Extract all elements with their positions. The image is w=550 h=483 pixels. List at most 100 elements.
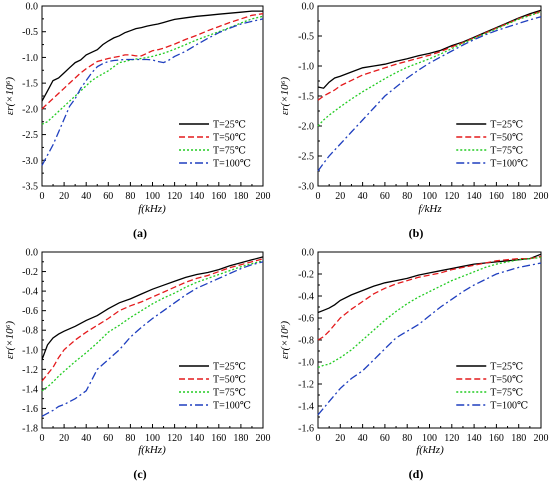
series-line-1 xyxy=(41,256,264,360)
x-tick-label: 200 xyxy=(534,433,549,444)
series-line-3 xyxy=(317,256,542,369)
x-tick-label: 80 xyxy=(402,433,412,444)
legend-label-1: T=25℃ xyxy=(213,362,246,373)
series-line-4 xyxy=(317,16,542,172)
y-tick-label: -1.8 xyxy=(22,424,38,435)
y-tick-label: -3.0 xyxy=(22,156,38,167)
x-tick-label: 120 xyxy=(167,433,182,444)
y-tick-label: -1.4 xyxy=(298,402,314,413)
x-tick-label: 160 xyxy=(211,191,226,202)
x-tick-label: 200 xyxy=(534,191,549,202)
chart-panel-c: 0 20 40 60 80 100 120 140 160 180 200 -1.8 -1.6 -1.4 -… xyxy=(4,248,271,482)
x-tick-label: 100 xyxy=(422,191,437,202)
y-tick-label: -1.5 xyxy=(298,92,314,103)
x-tick-label: 120 xyxy=(444,433,459,444)
series-line-4 xyxy=(41,261,264,417)
y-axis-label: εr(×10⁶) xyxy=(4,321,16,360)
x-tick-label: 120 xyxy=(444,191,459,202)
y-axis-label: εr(×10⁶) xyxy=(279,77,291,116)
y-tick-label: -3.5 xyxy=(22,182,38,193)
y-axis-label: εr(×10⁶) xyxy=(4,77,16,116)
legend-label-3: T=75℃ xyxy=(213,388,246,399)
legend-label-2: T=50℃ xyxy=(213,133,246,144)
y-tick-label: -1.2 xyxy=(22,365,38,376)
legend-label-2: T=50℃ xyxy=(490,133,523,144)
x-tick-label: 60 xyxy=(380,191,390,202)
y-tick-label: -3.0 xyxy=(298,182,314,193)
panel-caption: (c) xyxy=(133,467,146,481)
y-tick-label: -2.5 xyxy=(298,152,314,163)
x-tick-label: 180 xyxy=(233,191,248,202)
y-tick-label: -1.0 xyxy=(298,358,314,369)
x-tick-label: 60 xyxy=(103,433,113,444)
series-line-1 xyxy=(317,9,542,89)
x-axis-label: f(kHz) xyxy=(138,444,166,456)
y-tick-label: -1.2 xyxy=(298,380,314,391)
x-tick-label: 20 xyxy=(59,191,69,202)
y-tick-label: -1.0 xyxy=(22,345,38,356)
legend-label-4: T=100℃ xyxy=(490,159,528,170)
series-line-3 xyxy=(41,15,264,125)
x-tick-label: 40 xyxy=(358,191,368,202)
x-tick-label: 140 xyxy=(467,433,482,444)
x-tick-label: 100 xyxy=(422,433,437,444)
x-tick-label: 120 xyxy=(167,191,182,202)
y-axis-label: εr(×10⁶) xyxy=(279,321,291,360)
y-tick-label: -0.4 xyxy=(22,287,38,298)
legend-label-1: T=25℃ xyxy=(490,120,523,131)
series-line-2 xyxy=(317,255,542,341)
x-tick-label: 20 xyxy=(59,433,69,444)
legend-label-2: T=50℃ xyxy=(490,375,523,386)
x-axis-label: f/kHz xyxy=(418,203,442,215)
legend-label-3: T=75℃ xyxy=(213,146,246,157)
y-tick-label: -2.5 xyxy=(22,130,38,141)
x-tick-label: 200 xyxy=(256,433,271,444)
y-tick-label: -0.2 xyxy=(22,267,38,278)
y-tick-label: -1.5 xyxy=(22,79,38,90)
legend-label-3: T=75℃ xyxy=(490,388,523,399)
series-line-1 xyxy=(317,253,542,314)
legend-label-2: T=50℃ xyxy=(213,375,246,386)
legend-label-4: T=100℃ xyxy=(213,401,251,412)
x-tick-label: 160 xyxy=(211,433,226,444)
x-axis-label: f(kHz) xyxy=(416,444,444,456)
y-tick-label: -0.5 xyxy=(298,32,314,43)
x-tick-label: 0 xyxy=(316,433,321,444)
y-tick-label: 0.0 xyxy=(302,2,315,13)
legend-label-4: T=100℃ xyxy=(490,401,528,412)
y-tick-label: -1.6 xyxy=(298,424,314,435)
legend-label-4: T=100℃ xyxy=(213,159,251,170)
x-tick-label: 20 xyxy=(335,191,345,202)
x-tick-label: 0 xyxy=(316,191,321,202)
x-tick-label: 200 xyxy=(256,191,271,202)
x-tick-label: 160 xyxy=(489,191,504,202)
x-tick-label: 80 xyxy=(125,191,135,202)
x-tick-label: 0 xyxy=(40,433,45,444)
y-tick-label: -0.6 xyxy=(22,306,38,317)
y-tick-label: -0.5 xyxy=(22,27,38,38)
y-tick-label: 0.0 xyxy=(26,248,39,259)
x-tick-label: 100 xyxy=(145,433,160,444)
x-tick-label: 40 xyxy=(81,433,91,444)
x-tick-label: 40 xyxy=(358,433,368,444)
x-tick-label: 80 xyxy=(125,433,135,444)
series-line-1 xyxy=(41,10,263,102)
x-tick-label: 40 xyxy=(81,191,91,202)
legend-label-1: T=25℃ xyxy=(213,120,246,131)
panel-caption: (a) xyxy=(133,226,147,240)
y-tick-label: -2.0 xyxy=(22,104,38,115)
y-tick-label: 0.0 xyxy=(302,248,315,259)
x-tick-label: 140 xyxy=(467,191,482,202)
series-line-4 xyxy=(317,262,542,416)
x-tick-label: 140 xyxy=(189,191,204,202)
y-tick-label: -1.0 xyxy=(298,62,314,73)
x-tick-label: 60 xyxy=(103,191,113,202)
y-tick-label: -1.6 xyxy=(22,404,38,415)
panel-caption: (d) xyxy=(409,467,424,481)
x-tick-label: 180 xyxy=(511,191,526,202)
x-tick-label: 180 xyxy=(511,433,526,444)
y-tick-label: -0.2 xyxy=(298,270,314,281)
y-tick-label: -0.8 xyxy=(298,336,314,347)
panel-caption: (b) xyxy=(409,226,424,240)
